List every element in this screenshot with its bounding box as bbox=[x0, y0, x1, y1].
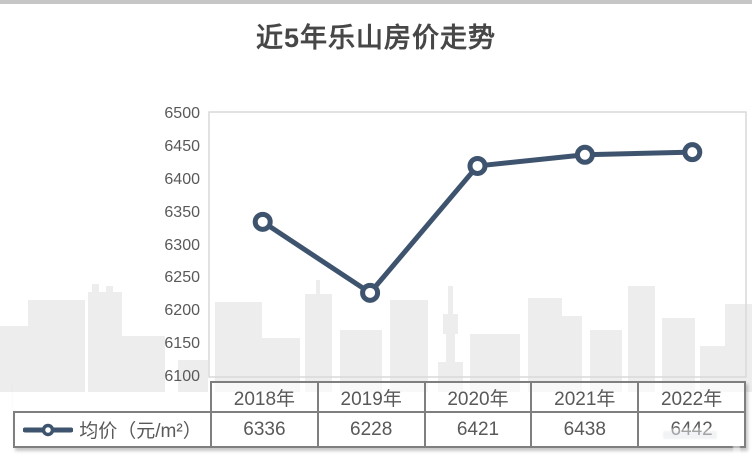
legend-line-marker-icon bbox=[23, 423, 74, 436]
year-header-cell: 2019年 bbox=[316, 381, 426, 413]
y-axis-tick-label: 6350 bbox=[164, 203, 200, 221]
y-axis-tick-label: 6450 bbox=[164, 137, 200, 155]
y-axis-tick-label: 6300 bbox=[164, 236, 200, 254]
year-header-cell: 2020年 bbox=[423, 381, 533, 413]
data-point-marker bbox=[574, 144, 595, 165]
y-axis-tick-label: 6200 bbox=[164, 302, 200, 320]
y-axis-tick-label: 6100 bbox=[164, 368, 200, 385]
year-header-cell: 2021年 bbox=[530, 381, 640, 413]
y-axis-tick-label: 6150 bbox=[164, 335, 200, 353]
data-point-marker bbox=[252, 211, 273, 232]
price-value-cell: 6336 bbox=[210, 411, 319, 448]
price-value-cell: 6421 bbox=[423, 411, 533, 448]
price-value-cell: 6442 bbox=[637, 411, 746, 448]
legend-series-label: 均价（元/m²） bbox=[79, 421, 202, 442]
chart-title: 近5年乐山房价走势 bbox=[255, 23, 497, 53]
plot-area-border bbox=[208, 111, 747, 378]
year-header-cell: 2018年 bbox=[210, 381, 319, 413]
city-skyline-background bbox=[0, 280, 752, 392]
top-edge-border bbox=[0, 0, 752, 4]
legend-cell: 均价（元/m²） bbox=[13, 411, 212, 448]
watermark-logo bbox=[659, 420, 743, 460]
data-point-marker bbox=[467, 155, 488, 176]
y-axis-tick-label: 6400 bbox=[164, 170, 200, 188]
year-header-cell: 2022年 bbox=[637, 381, 746, 413]
price-value-cell: 6438 bbox=[530, 411, 640, 448]
data-table: 2018年 2019年 2020年 2021年 2022年均价（元/m²） 6336 622… bbox=[13, 381, 746, 448]
data-point-marker bbox=[360, 282, 381, 303]
y-axis-tick-label: 6250 bbox=[164, 269, 200, 287]
price-value-cell: 6228 bbox=[316, 411, 426, 448]
data-point-marker bbox=[682, 142, 703, 163]
y-axis-tick-label: 6500 bbox=[164, 105, 200, 122]
table-corner-blank bbox=[14, 382, 211, 412]
